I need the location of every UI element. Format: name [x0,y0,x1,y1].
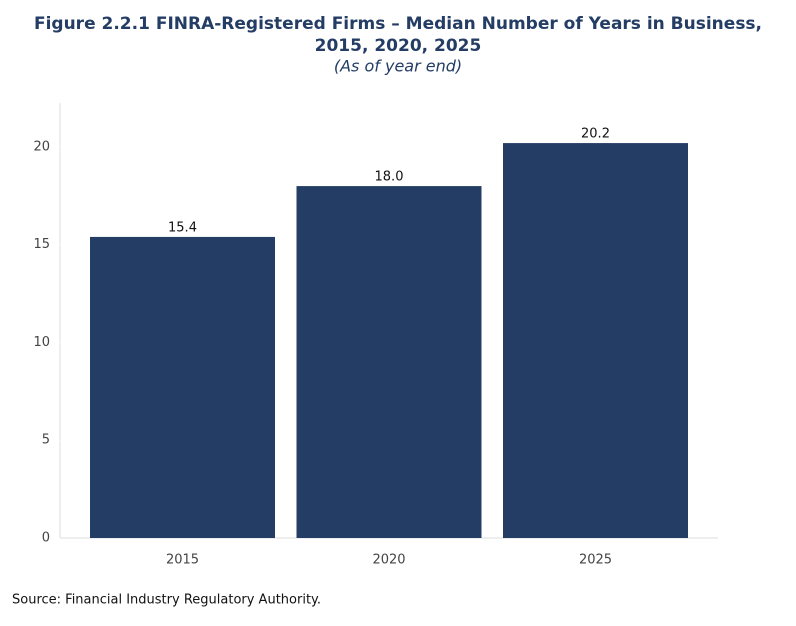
y-tick-label: 5 [42,433,50,448]
y-tick-label: 20 [33,139,50,154]
x-tick-label: 2015 [166,553,199,568]
chart-title: Figure 2.2.1 FINRA-Registered Firms – Me… [34,14,762,34]
chart-subtitle: (As of year end) [334,57,462,76]
chart-title: 2015, 2020, 2025 [315,36,482,56]
y-tick-label: 0 [42,531,50,546]
x-tick-label: 2020 [372,553,405,568]
value-label: 18.0 [375,170,404,185]
bar [503,143,688,538]
y-tick-label: 10 [33,335,50,350]
y-tick-label: 15 [33,237,50,252]
bar [296,186,482,538]
source-note: Source: Financial Industry Regulatory Au… [12,593,321,608]
value-label: 20.2 [581,127,610,142]
x-tick-label: 2025 [579,553,612,568]
bar [90,236,275,539]
value-label: 15.4 [168,220,197,235]
